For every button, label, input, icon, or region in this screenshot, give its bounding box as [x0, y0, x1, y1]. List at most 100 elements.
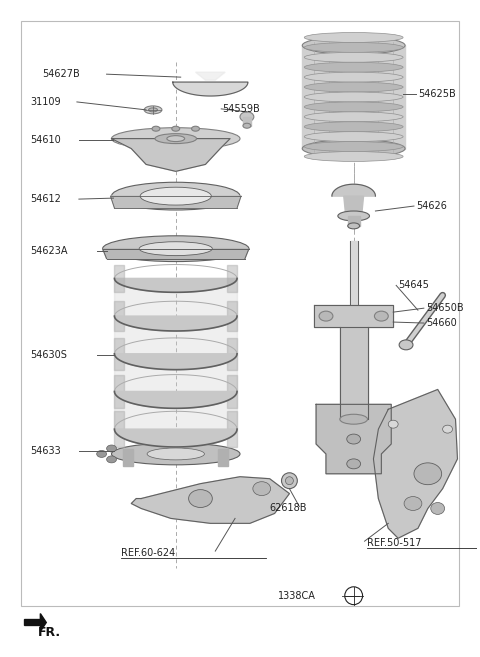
Polygon shape — [243, 117, 251, 125]
Polygon shape — [103, 249, 249, 259]
Polygon shape — [373, 390, 457, 538]
Ellipse shape — [304, 43, 403, 53]
Polygon shape — [114, 279, 237, 292]
Polygon shape — [227, 338, 237, 370]
Text: 54610: 54610 — [30, 135, 61, 145]
Ellipse shape — [167, 135, 185, 142]
Ellipse shape — [103, 236, 249, 261]
Ellipse shape — [304, 82, 403, 92]
Text: REF.60-624: REF.60-624 — [121, 548, 176, 558]
Text: 54630S: 54630S — [30, 350, 67, 360]
Polygon shape — [227, 374, 237, 408]
Polygon shape — [340, 327, 368, 419]
Text: 31109: 31109 — [30, 97, 61, 107]
Ellipse shape — [155, 133, 196, 144]
Ellipse shape — [304, 72, 403, 82]
Ellipse shape — [96, 451, 107, 457]
Ellipse shape — [107, 445, 117, 452]
Ellipse shape — [140, 187, 211, 205]
Polygon shape — [218, 449, 228, 466]
Text: 54626: 54626 — [416, 201, 447, 211]
Bar — [21, 20, 459, 606]
Ellipse shape — [414, 463, 442, 485]
Ellipse shape — [243, 124, 251, 128]
Polygon shape — [350, 240, 358, 306]
Ellipse shape — [340, 415, 368, 424]
Ellipse shape — [286, 477, 293, 485]
Ellipse shape — [172, 126, 180, 131]
Text: 62618B: 62618B — [270, 503, 307, 514]
Polygon shape — [195, 72, 225, 80]
Polygon shape — [114, 374, 124, 408]
Ellipse shape — [374, 311, 388, 321]
Polygon shape — [227, 301, 237, 331]
Ellipse shape — [304, 102, 403, 112]
Polygon shape — [24, 614, 46, 631]
Ellipse shape — [304, 33, 403, 43]
Polygon shape — [110, 196, 241, 208]
Ellipse shape — [107, 456, 117, 463]
Ellipse shape — [111, 182, 240, 210]
Ellipse shape — [347, 459, 360, 469]
Polygon shape — [114, 429, 237, 447]
Text: 54623A: 54623A — [30, 246, 68, 256]
Ellipse shape — [388, 420, 398, 428]
Polygon shape — [314, 306, 393, 327]
Text: 54645: 54645 — [398, 281, 429, 290]
Ellipse shape — [192, 126, 200, 131]
Ellipse shape — [304, 112, 403, 122]
Polygon shape — [114, 338, 124, 370]
Text: REF.50-517: REF.50-517 — [367, 538, 421, 548]
Polygon shape — [123, 449, 133, 466]
Polygon shape — [302, 45, 405, 148]
Ellipse shape — [404, 497, 422, 510]
Polygon shape — [114, 279, 237, 429]
Ellipse shape — [302, 139, 405, 158]
Ellipse shape — [348, 223, 360, 229]
Text: 54660: 54660 — [426, 318, 456, 328]
Ellipse shape — [338, 211, 370, 221]
Text: 54627B: 54627B — [42, 69, 80, 79]
Ellipse shape — [152, 126, 160, 131]
Ellipse shape — [304, 53, 403, 62]
Polygon shape — [348, 216, 360, 226]
Text: 54650B: 54650B — [426, 303, 464, 313]
Polygon shape — [111, 139, 230, 171]
Ellipse shape — [189, 489, 212, 507]
Text: 54633: 54633 — [30, 446, 61, 456]
Ellipse shape — [319, 311, 333, 321]
Polygon shape — [316, 404, 391, 474]
Polygon shape — [114, 265, 124, 292]
Polygon shape — [114, 353, 237, 370]
Ellipse shape — [304, 92, 403, 102]
Ellipse shape — [111, 127, 240, 150]
Polygon shape — [114, 392, 237, 408]
Polygon shape — [114, 301, 124, 331]
Ellipse shape — [304, 131, 403, 142]
Text: 54612: 54612 — [30, 194, 61, 204]
Polygon shape — [114, 411, 124, 447]
Polygon shape — [227, 411, 237, 447]
Ellipse shape — [304, 62, 403, 72]
Polygon shape — [114, 316, 237, 331]
Polygon shape — [332, 184, 375, 196]
Text: 54625B: 54625B — [418, 89, 456, 99]
Ellipse shape — [399, 340, 413, 350]
Ellipse shape — [347, 434, 360, 444]
Ellipse shape — [139, 242, 212, 256]
Ellipse shape — [431, 503, 444, 514]
Ellipse shape — [304, 152, 403, 162]
Ellipse shape — [111, 443, 240, 465]
Ellipse shape — [443, 425, 453, 433]
Ellipse shape — [240, 112, 254, 122]
Ellipse shape — [304, 142, 403, 152]
Ellipse shape — [302, 37, 405, 55]
Polygon shape — [344, 196, 363, 216]
Polygon shape — [173, 82, 248, 96]
Text: 1338CA: 1338CA — [277, 591, 315, 600]
Ellipse shape — [281, 473, 297, 489]
Ellipse shape — [144, 106, 162, 114]
Ellipse shape — [304, 122, 403, 131]
Ellipse shape — [253, 482, 271, 495]
Polygon shape — [227, 265, 237, 292]
